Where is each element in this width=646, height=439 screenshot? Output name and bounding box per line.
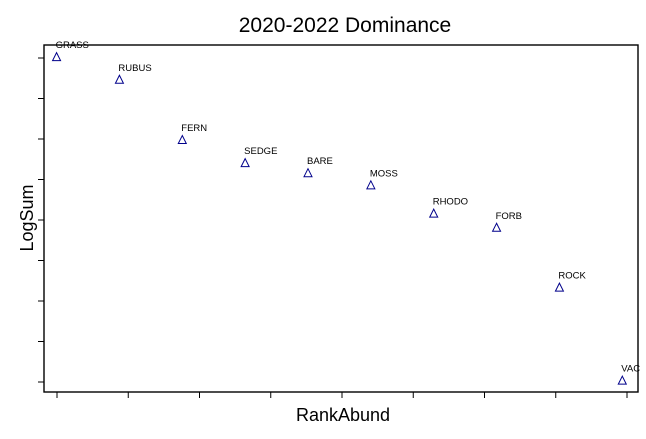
point-label: VAC	[621, 364, 640, 375]
point-label: RHODO	[433, 197, 468, 208]
point-label: MOSS	[370, 168, 398, 179]
data-point	[554, 282, 565, 292]
plot-frame	[43, 44, 639, 393]
x-axis-ticks	[56, 392, 628, 398]
point-label: FERN	[181, 123, 207, 134]
point-label: GRASS	[56, 40, 89, 51]
data-point	[617, 375, 628, 385]
point-label: ROCK	[558, 271, 586, 282]
point-label: BARE	[307, 156, 333, 167]
data-point	[428, 208, 439, 218]
y-axis-ticks	[38, 57, 44, 383]
x-axis-label: RankAbund	[296, 405, 390, 425]
chart-title: 2020-2022 Dominance	[239, 14, 451, 37]
data-point	[491, 222, 502, 232]
y-axis-label: LogSum	[17, 184, 37, 251]
data-point	[177, 134, 188, 145]
data-point	[240, 157, 250, 168]
data-point	[114, 74, 125, 84]
point-label: FORB	[496, 211, 522, 222]
data-point	[366, 179, 376, 190]
point-label: RUBUS	[118, 63, 151, 74]
data-point	[51, 51, 62, 62]
data-points: GRASS RUBUS FERN SEDGE BARE MOSS RHODO FORB ROCK…	[51, 40, 640, 385]
point-label: SEDGE	[244, 146, 277, 157]
data-point	[303, 167, 313, 178]
